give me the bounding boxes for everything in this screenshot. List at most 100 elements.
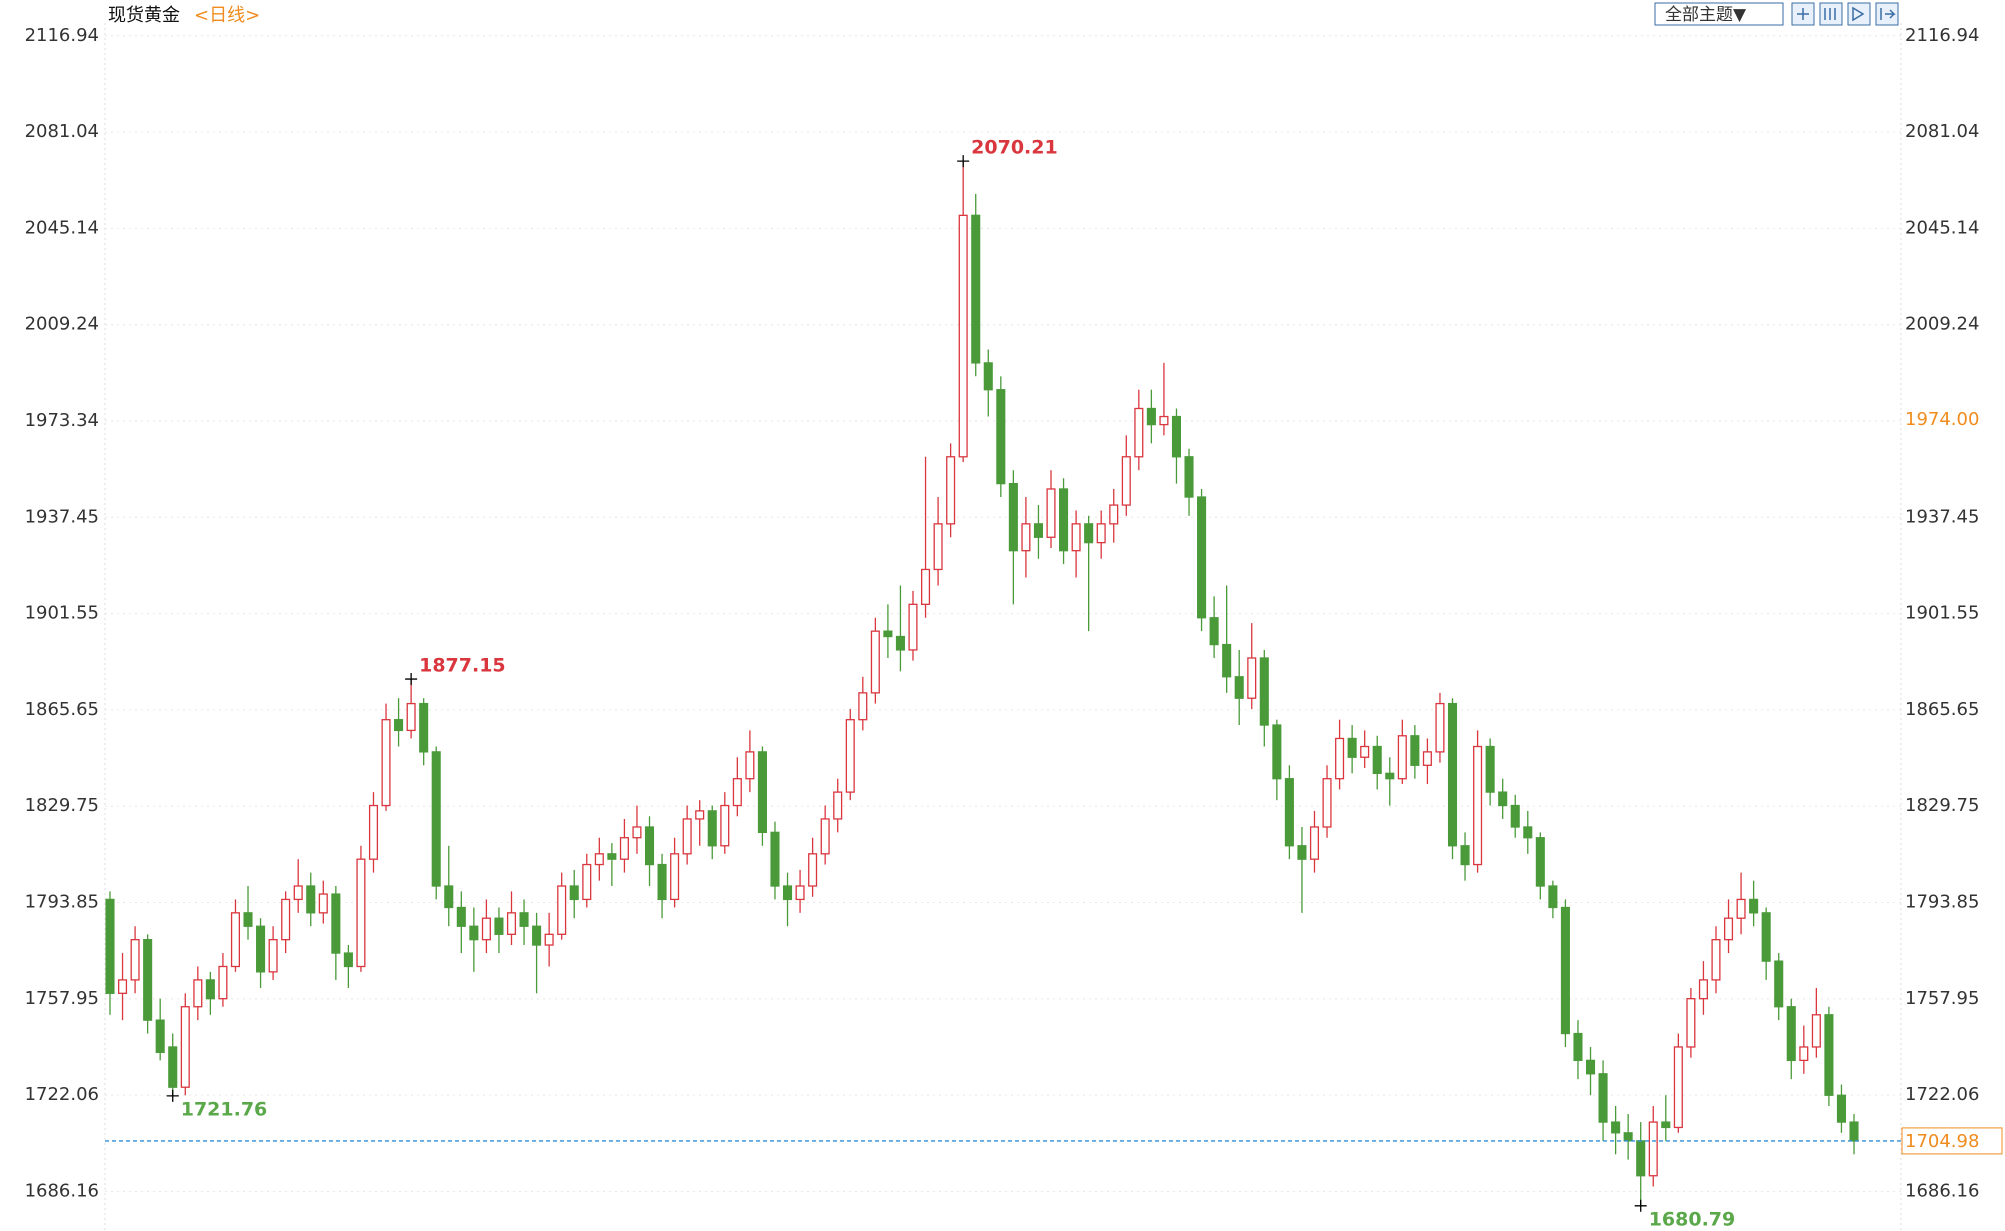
y-tick-label: 1686.16 [25, 1180, 99, 1201]
candle-body [1585, 1059, 1596, 1075]
candle-body [394, 719, 404, 732]
candle-body [1711, 939, 1721, 981]
y-tick-label: 1865.65 [25, 699, 99, 720]
y-tick-label: 2116.94 [25, 25, 99, 46]
candle-body [1372, 745, 1382, 774]
candle-body [820, 818, 830, 855]
candle-body [1360, 745, 1370, 758]
candle-body [494, 917, 504, 935]
candle-body [971, 214, 981, 364]
extreme-label: 1721.76 [181, 1098, 268, 1120]
candle-body [1849, 1121, 1859, 1142]
candle-body [1824, 1014, 1834, 1096]
y-tick-label: 2009.24 [25, 314, 99, 335]
candle-body [155, 1019, 165, 1053]
candle-body [1033, 523, 1043, 538]
extreme-label: 2070.21 [971, 137, 1058, 159]
candle-body [1661, 1121, 1671, 1129]
candle-body [118, 979, 128, 994]
y-tick-label: 1757.95 [25, 988, 99, 1009]
candle-body [1686, 998, 1696, 1048]
candle-body [908, 603, 918, 651]
candle-body [205, 979, 215, 1000]
candle-body [1121, 456, 1131, 506]
candle-body [281, 898, 291, 941]
candle-body [306, 885, 316, 914]
candle-body [444, 885, 454, 909]
candle-body [1335, 737, 1345, 780]
candle-body [180, 1006, 190, 1088]
candle-body [557, 885, 567, 935]
candle-body [1259, 657, 1269, 726]
y-tick-label: 1973.34 [25, 410, 99, 431]
candle-body [1209, 617, 1219, 646]
y2-tick-label: 1865.65 [1905, 699, 1979, 720]
candle-body [481, 917, 491, 941]
candle-body [1749, 898, 1759, 914]
candle-body [883, 630, 893, 638]
candle-body [1309, 826, 1320, 860]
candle-body [1084, 523, 1094, 544]
candle-body [958, 214, 968, 458]
candle-body [657, 863, 667, 901]
candle-body [1385, 772, 1395, 780]
price-tag-box [1902, 406, 2002, 433]
y-tick-label: 1937.45 [25, 506, 99, 527]
candle-body [895, 635, 905, 651]
candle-body [1648, 1121, 1658, 1177]
candle-body [1673, 1046, 1683, 1129]
theme-button[interactable] [1654, 2, 1784, 26]
toolbar: 全部主题▼ [1654, 2, 1899, 26]
candle-body [243, 912, 253, 927]
candle-body [1422, 751, 1432, 766]
candle-body [406, 702, 416, 732]
y-tick-label: 1829.75 [25, 795, 99, 816]
candle-body [582, 863, 592, 901]
candle-body [419, 702, 429, 753]
candle-body [569, 885, 579, 901]
chart-title: 现货黄金 [108, 5, 180, 26]
candle-body [1811, 1014, 1821, 1048]
candle-body [1736, 898, 1746, 919]
extreme-label: 1877.15 [419, 655, 506, 677]
candle-body [268, 939, 278, 973]
candle-body [469, 925, 479, 941]
y-tick-label: 2045.14 [25, 217, 99, 238]
candle-body [1134, 407, 1144, 458]
candle-body [1598, 1073, 1608, 1123]
y-tick-label: 1722.06 [25, 1084, 99, 1105]
candle-body [218, 965, 228, 1000]
y-tick-label: 1901.55 [25, 603, 99, 624]
candle-body [921, 568, 931, 605]
candle-body [532, 925, 542, 946]
last-price-label: 1704.98 [1905, 1131, 1979, 1152]
candle-body [1836, 1094, 1846, 1123]
candle-body [1159, 415, 1169, 426]
y2-tick-label: 1829.75 [1905, 795, 1979, 816]
candle-body [1698, 979, 1708, 1000]
candle-body [343, 952, 353, 968]
extreme-marker [166, 1089, 179, 1102]
candle-body [318, 893, 328, 914]
candle-body [745, 751, 755, 780]
candle-body [230, 912, 241, 968]
extreme-marker [1634, 1199, 1647, 1212]
candle-body [1284, 778, 1294, 847]
candle-body [933, 523, 943, 571]
candle-body [1096, 523, 1106, 544]
y2-tick-label: 2045.14 [1905, 217, 1979, 238]
y2-tick-label: 1937.45 [1905, 506, 1979, 527]
candle-body [1021, 523, 1031, 552]
theme-button-label[interactable]: 全部主题▼ [1665, 5, 1747, 25]
candle-body [1485, 745, 1495, 793]
scale-button[interactable] [1819, 2, 1843, 26]
candle-body [1435, 702, 1445, 753]
candle-body [1473, 745, 1483, 866]
candle-body [619, 837, 629, 860]
candle-body [1723, 917, 1734, 941]
candle-body [1297, 845, 1307, 860]
candle-body [1761, 912, 1771, 962]
play-button[interactable] [1847, 2, 1871, 26]
extreme-label: 1680.79 [1649, 1208, 1736, 1230]
